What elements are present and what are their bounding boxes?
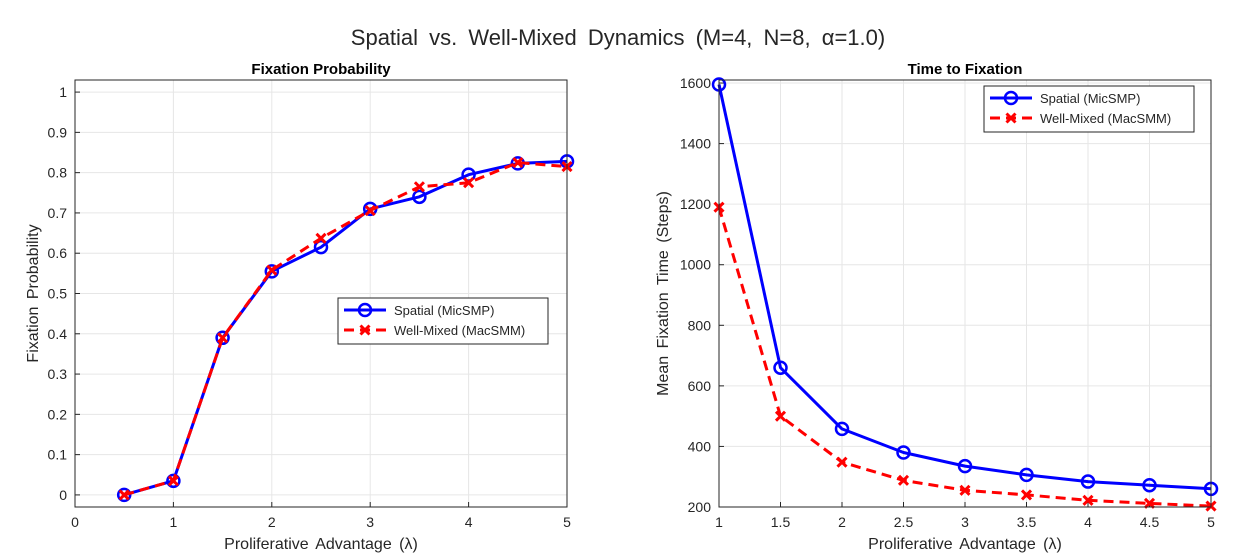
time-to-fixation-panel: Time to Fixation 1 1.5 2 2.5 3 3.5 4 4.5 5 200 40…: [655, 61, 1219, 553]
y-tick-label: 400: [688, 438, 712, 454]
x-tick-label: 5: [1207, 514, 1215, 530]
data-point-x: [836, 456, 848, 468]
data-point-x: [413, 181, 425, 193]
data-point-circle: [1019, 467, 1034, 483]
grid: [74, 80, 568, 507]
data-point-circle: [412, 189, 427, 205]
data-point-x: [512, 157, 524, 169]
data-point-circle: [264, 264, 280, 279]
x-axis-label: Proliferative Advantage (λ): [224, 536, 418, 553]
data-point-x: [118, 489, 130, 501]
series-layer: [116, 154, 575, 503]
x-axis-ticks: 0 1 2 3 4 5: [71, 502, 571, 530]
y-tick-label: 600: [688, 378, 712, 394]
data-point-x: [266, 264, 278, 276]
series-line-spatial: [717, 84, 1212, 491]
legend-marker-x: [1005, 112, 1017, 124]
series-line-well-mixed: [123, 161, 568, 497]
x-tick-label: 3: [961, 514, 969, 530]
data-point-circle: [116, 487, 132, 503]
plot-box: [74, 79, 568, 508]
data-point-circle: [957, 458, 973, 474]
legend-box: [983, 85, 1195, 133]
y-tick-label: 1: [59, 84, 67, 100]
y-tick-label: 800: [688, 317, 712, 333]
x-axis-label: Proliferative Advantage (λ): [868, 536, 1062, 553]
y-axis-label: Fixation Probability: [25, 224, 42, 362]
data-point-x: [1143, 497, 1156, 509]
panel-title: Fixation Probability: [251, 61, 391, 78]
data-point-circle: [1142, 477, 1157, 493]
legend-label: Well-Mixed (MacSMM): [1040, 111, 1171, 126]
y-tick-label: 1000: [680, 257, 711, 273]
y-tick-label: 0.3: [48, 366, 68, 382]
data-point-circle: [313, 239, 329, 255]
data-point-x: [364, 204, 376, 217]
data-point-x: [217, 332, 229, 344]
plot-box: [718, 79, 1212, 508]
x-tick-label: 5: [563, 514, 571, 530]
y-tick-label: 1400: [680, 136, 711, 152]
y-tick-label: 0: [59, 487, 67, 503]
y-tick-label: 0.9: [48, 124, 68, 140]
x-tick-label: 2.5: [894, 514, 914, 530]
x-tick-label: 1.5: [771, 514, 791, 530]
y-axis-ticks: 0 0.1 0.2 0.3 0.4 0.5 0.6 0.7 0.8 0.9 1: [48, 84, 80, 503]
x-tick-label: 4.5: [1140, 514, 1160, 530]
y-tick-label: 0.1: [48, 447, 68, 463]
data-point-circle: [1080, 474, 1096, 489]
data-point-circle: [834, 421, 850, 437]
series-line-spatial: [123, 159, 568, 497]
grid: [718, 80, 1212, 508]
x-tick-label: 4: [1084, 514, 1092, 530]
x-tick-label: 1: [715, 514, 723, 530]
data-point-circle: [215, 330, 230, 346]
y-tick-label: 0.8: [48, 165, 68, 181]
x-tick-label: 3: [366, 514, 374, 530]
data-point-x: [463, 177, 475, 189]
legend: Spatial (MicSMP) Well-Mixed (MacSMM): [983, 85, 1195, 133]
y-tick-label: 1200: [680, 196, 711, 212]
legend-label: Spatial (MicSMP): [1040, 91, 1140, 106]
y-tick-label: 0.5: [48, 286, 68, 302]
legend-box: [337, 297, 549, 345]
x-tick-label: 4: [465, 514, 473, 530]
data-point-circle: [773, 360, 788, 375]
y-tick-label: 0.4: [48, 326, 68, 342]
data-point-x: [1020, 489, 1033, 501]
x-axis-ticks: 1 1.5 2 2.5 3 3.5 4 4.5 5: [715, 502, 1215, 530]
y-tick-label: 0.7: [48, 205, 68, 221]
data-point-circle: [896, 445, 911, 460]
y-tick-label: 1600: [680, 75, 711, 91]
y-axis-ticks: 200 400 600 800 1000 1200 1400 1600: [680, 75, 724, 515]
data-point-x: [959, 484, 971, 496]
legend-label: Spatial (MicSMP): [394, 303, 494, 318]
figure-title: Spatial vs. Well-Mixed Dynamics (M=4, N=…: [351, 25, 885, 50]
x-tick-label: 1: [170, 514, 178, 530]
x-tick-label: 3.5: [1017, 514, 1037, 530]
panel-title: Time to Fixation: [908, 61, 1023, 78]
x-tick-label: 0: [71, 514, 79, 530]
x-tick-label: 2: [838, 514, 846, 530]
x-tick-label: 2: [268, 514, 276, 530]
data-point-x: [774, 410, 787, 422]
y-tick-label: 200: [688, 499, 712, 515]
data-point-x: [1082, 494, 1094, 506]
y-tick-label: 0.2: [48, 406, 68, 422]
data-point-x: [897, 474, 910, 486]
legend-marker-circle: [1003, 90, 1019, 106]
data-point-circle: [166, 473, 181, 489]
legend-label: Well-Mixed (MacSMM): [394, 323, 525, 338]
legend: Spatial (MicSMP) Well-Mixed (MacSMM): [337, 297, 549, 345]
data-point-x: [315, 232, 327, 244]
legend-marker-x: [359, 324, 371, 336]
legend-marker-circle: [357, 302, 373, 318]
y-tick-label: 0.6: [48, 245, 68, 261]
y-axis-label: Mean Fixation Time (Steps): [655, 191, 672, 396]
data-point-x: [167, 475, 179, 487]
fixation-probability-panel: Fixation Probability 0 1 2 3 4 5 0 0.1 0.2 0.3 0.…: [25, 61, 575, 553]
